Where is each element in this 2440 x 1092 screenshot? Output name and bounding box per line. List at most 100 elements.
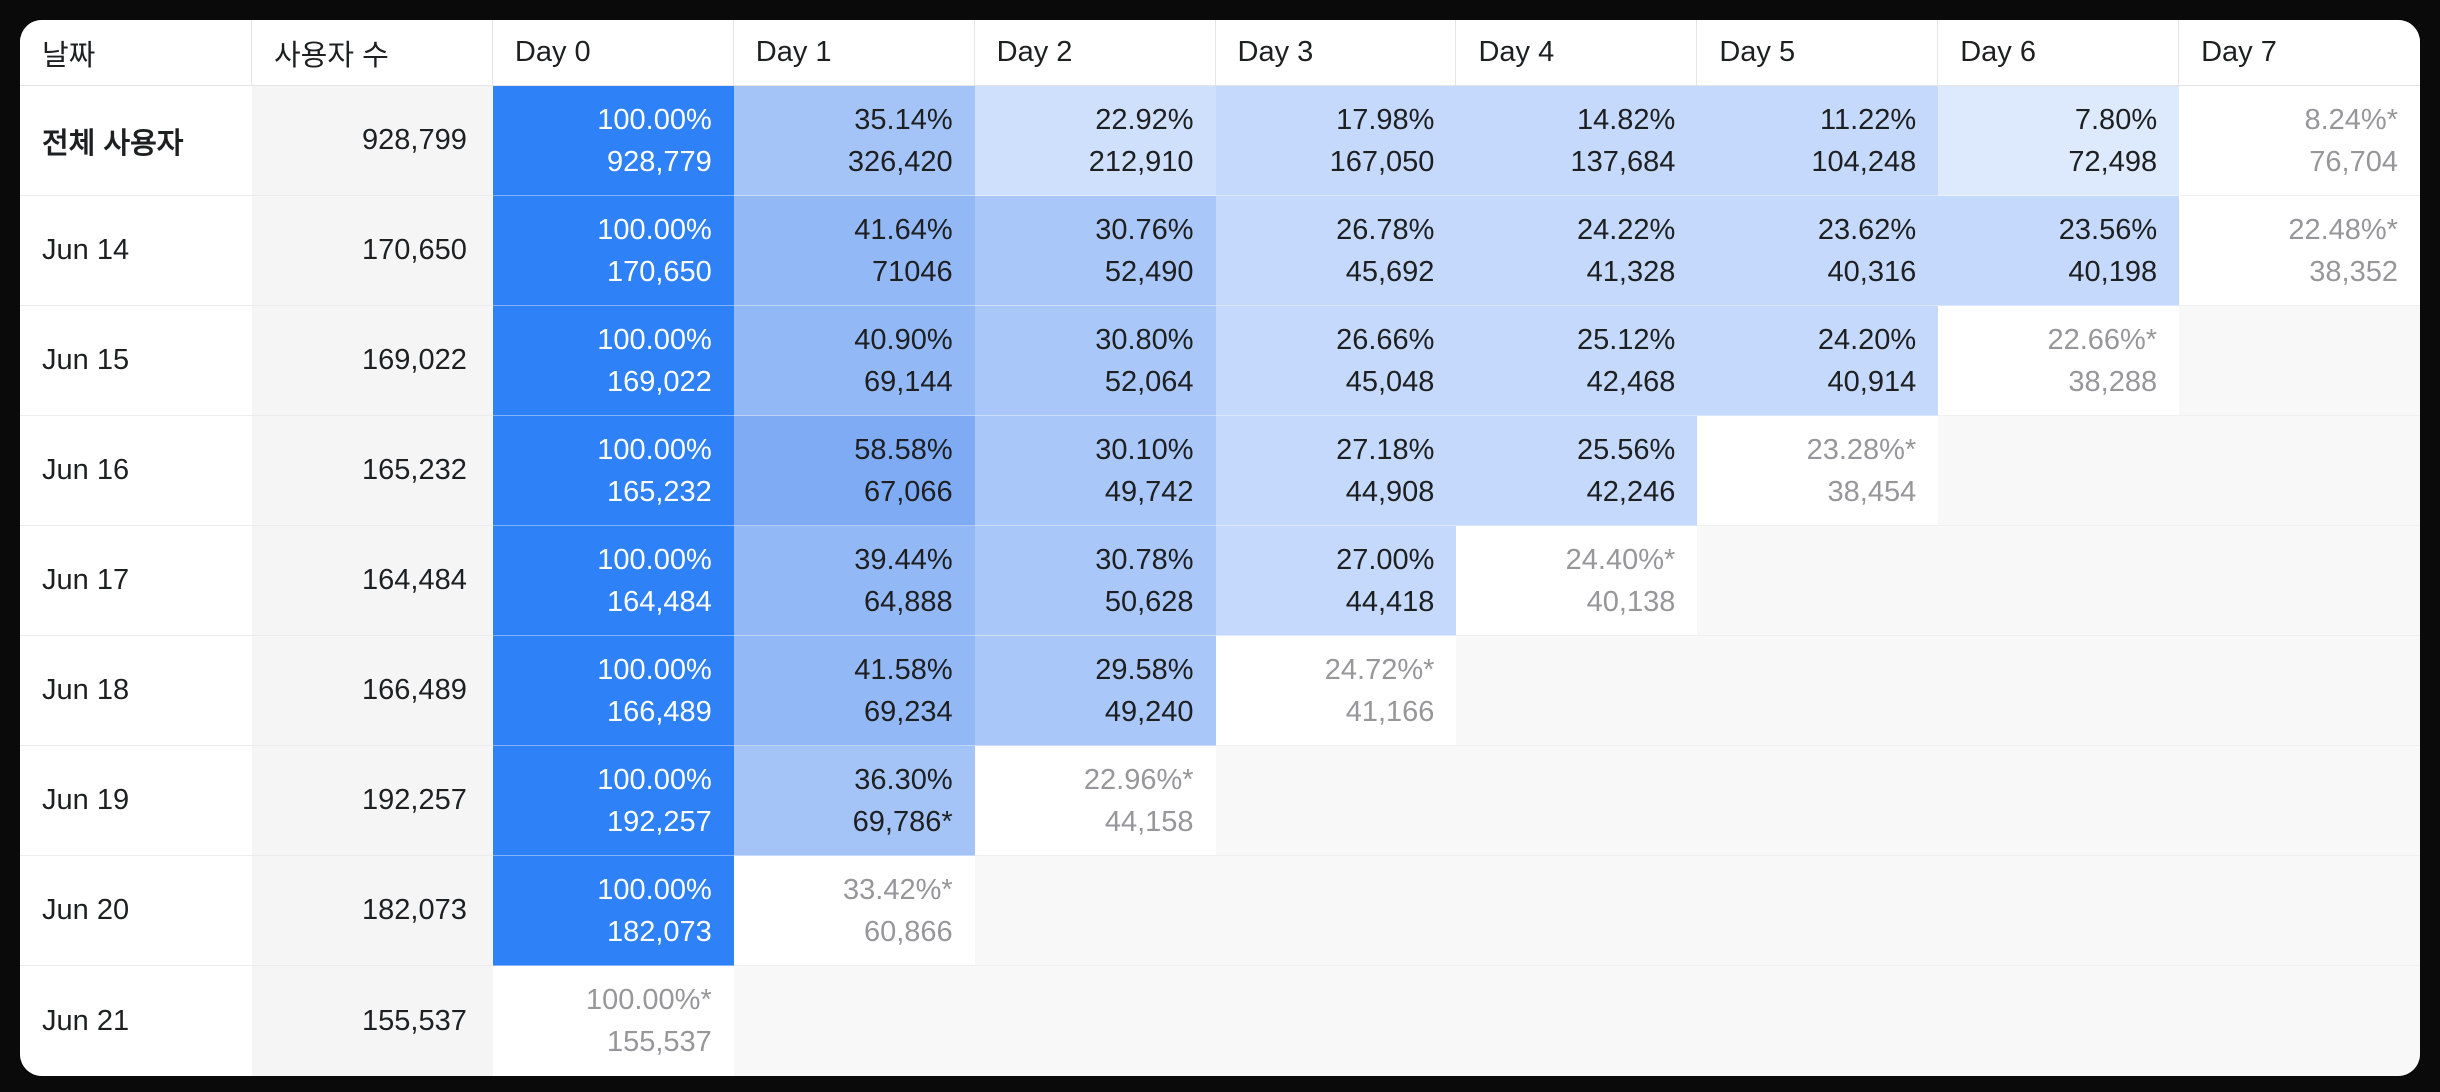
cohort-cell-day1[interactable]: 40.90% 69,144 xyxy=(733,306,975,416)
retention-count: 44,418 xyxy=(1345,585,1435,618)
cohort-cell-day2[interactable]: 30.80% 52,064 xyxy=(974,306,1216,416)
retention-percent: 24.72%* xyxy=(1324,653,1435,686)
cohort-user-count: 192,257 xyxy=(252,746,493,856)
table-body: 전체 사용자 928,799 100.00% 928,779 35.14% 326,420… xyxy=(20,86,2420,1076)
retention-count: 41,328 xyxy=(1586,255,1676,288)
retention-percent: 17.98% xyxy=(1336,103,1435,136)
cohort-cell-day7[interactable]: 8.24%* 76,704 xyxy=(2179,86,2420,196)
retention-count: 167,050 xyxy=(1329,145,1435,178)
cohort-cell-day5[interactable]: 11.22% 104,248 xyxy=(1697,86,1939,196)
cohort-cell-empty xyxy=(974,856,1216,966)
retention-count: 45,692 xyxy=(1345,255,1435,288)
cohort-cell-day0[interactable]: 100.00% 192,257 xyxy=(492,746,734,856)
retention-percent: 26.78% xyxy=(1336,213,1435,246)
cohort-cell-day3[interactable]: 27.00% 44,418 xyxy=(1215,526,1457,636)
cohort-cell-day4[interactable]: 25.12% 42,468 xyxy=(1456,306,1698,416)
cohort-date-label: Jun 16 xyxy=(20,416,252,526)
cohort-date-label: 전체 사용자 xyxy=(20,86,252,196)
retention-count: 69,234 xyxy=(863,695,953,728)
cohort-cell-day3[interactable]: 26.78% 45,692 xyxy=(1215,196,1457,306)
cohort-cell-day5[interactable]: 23.62% 40,316 xyxy=(1697,196,1939,306)
cohort-cell-day0[interactable]: 100.00% 165,232 xyxy=(492,416,734,526)
cohort-user-count: 928,799 xyxy=(252,86,493,196)
retention-count: 104,248 xyxy=(1811,145,1917,178)
retention-percent: 30.80% xyxy=(1095,323,1194,356)
cohort-cell-empty xyxy=(1697,966,1939,1076)
retention-count: 155,537 xyxy=(606,1026,712,1058)
retention-count: 71046 xyxy=(872,255,953,288)
cohort-cell-day2[interactable]: 22.96%* 44,158 xyxy=(974,746,1216,856)
cohort-cell-empty xyxy=(974,966,1216,1076)
retention-percent: 14.82% xyxy=(1576,103,1676,136)
cohort-cell-day1[interactable]: 33.42%* 60,866 xyxy=(733,856,975,966)
cohort-cell-day4[interactable]: 14.82% 137,684 xyxy=(1456,86,1698,196)
cohort-user-count: 170,650 xyxy=(252,196,493,306)
column-header-9: Day 7 xyxy=(2179,20,2420,86)
retention-count: 38,454 xyxy=(1827,475,1917,508)
cohort-cell-day4[interactable]: 24.22% 41,328 xyxy=(1456,196,1698,306)
retention-count: 44,158 xyxy=(1104,805,1194,838)
cohort-date-label: Jun 18 xyxy=(20,636,252,746)
cohort-cell-day0[interactable]: 100.00% 182,073 xyxy=(492,856,734,966)
cohort-cell-day1[interactable]: 39.44% 64,888 xyxy=(733,526,975,636)
cohort-cell-day6[interactable]: 7.80% 72,498 xyxy=(1938,86,2180,196)
cohort-cell-day0[interactable]: 100.00%* 155,537 xyxy=(492,966,734,1076)
cohort-cell-day4[interactable]: 24.40%* 40,138 xyxy=(1456,526,1698,636)
retention-percent: 100.00% xyxy=(597,763,712,796)
cohort-cell-day0[interactable]: 100.00% 928,779 xyxy=(492,86,734,196)
cohort-cell-day5[interactable]: 23.28%* 38,454 xyxy=(1697,416,1939,526)
cohort-cell-day0[interactable]: 100.00% 170,650 xyxy=(492,196,734,306)
cohort-cell-day0[interactable]: 100.00% 169,022 xyxy=(492,306,734,416)
table-row: 전체 사용자 928,799 100.00% 928,779 35.14% 326,420… xyxy=(20,86,2420,196)
cohort-cell-empty xyxy=(2179,526,2420,636)
cohort-cell-empty xyxy=(1938,526,2180,636)
cohort-cell-day1[interactable]: 41.64% 71046 xyxy=(733,196,975,306)
cohort-cell-day6[interactable]: 23.56% 40,198 xyxy=(1938,196,2180,306)
retention-percent: 23.28%* xyxy=(1806,433,1917,466)
cohort-cell-day3[interactable]: 24.72%* 41,166 xyxy=(1215,636,1457,746)
retention-count: 40,198 xyxy=(2068,255,2158,288)
column-header-1: 사용자 수 xyxy=(252,20,493,86)
cohort-cell-day2[interactable]: 29.58% 49,240 xyxy=(974,636,1216,746)
cohort-cell-day4[interactable]: 25.56% 42,246 xyxy=(1456,416,1698,526)
retention-count: 165,232 xyxy=(606,475,712,508)
column-header-0: 날짜 xyxy=(20,20,252,86)
cohort-cell-empty xyxy=(1938,636,2180,746)
retention-percent: 24.40%* xyxy=(1565,543,1676,576)
cohort-cell-empty xyxy=(733,966,975,1076)
retention-percent: 39.44% xyxy=(854,543,953,576)
cohort-cell-day0[interactable]: 100.00% 164,484 xyxy=(492,526,734,636)
retention-count: 169,022 xyxy=(606,365,712,398)
cohort-cell-day1[interactable]: 41.58% 69,234 xyxy=(733,636,975,746)
cohort-user-count: 165,232 xyxy=(252,416,493,526)
retention-percent: 8.24%* xyxy=(2304,103,2398,136)
retention-count: 40,138 xyxy=(1586,585,1676,618)
cohort-cell-day6[interactable]: 22.66%* 38,288 xyxy=(1938,306,2180,416)
cohort-cell-day3[interactable]: 26.66% 45,048 xyxy=(1215,306,1457,416)
retention-percent: 22.92% xyxy=(1095,103,1194,136)
retention-percent: 30.76% xyxy=(1095,213,1194,246)
cohort-cell-day0[interactable]: 100.00% 166,489 xyxy=(492,636,734,746)
cohort-cell-day3[interactable]: 27.18% 44,908 xyxy=(1215,416,1457,526)
retention-percent: 100.00% xyxy=(597,323,712,356)
cohort-cell-day3[interactable]: 17.98% 167,050 xyxy=(1215,86,1457,196)
column-header-8: Day 6 xyxy=(1938,20,2180,86)
cohort-cell-day2[interactable]: 30.78% 50,628 xyxy=(974,526,1216,636)
retention-percent: 24.22% xyxy=(1576,213,1676,246)
cohort-cell-day5[interactable]: 24.20% 40,914 xyxy=(1697,306,1939,416)
cohort-cell-day7[interactable]: 22.48%* 38,352 xyxy=(2179,196,2420,306)
cohort-cell-empty xyxy=(2179,416,2420,526)
cohort-cell-empty xyxy=(1456,966,1698,1076)
cohort-cell-day2[interactable]: 30.76% 52,490 xyxy=(974,196,1216,306)
retention-percent: 22.66%* xyxy=(2047,323,2158,356)
cohort-cell-day2[interactable]: 22.92% 212,910 xyxy=(974,86,1216,196)
retention-percent: 11.22% xyxy=(1820,103,1917,136)
cohort-user-count: 182,073 xyxy=(252,856,493,966)
cohort-cell-day2[interactable]: 30.10% 49,742 xyxy=(974,416,1216,526)
cohort-cell-day1[interactable]: 35.14% 326,420 xyxy=(733,86,975,196)
retention-count: 40,316 xyxy=(1827,255,1917,288)
cohort-cell-day1[interactable]: 58.58% 67,066 xyxy=(733,416,975,526)
cohort-cell-day1[interactable]: 36.30% 69,786* xyxy=(733,746,975,856)
retention-percent: 29.58% xyxy=(1095,653,1194,686)
